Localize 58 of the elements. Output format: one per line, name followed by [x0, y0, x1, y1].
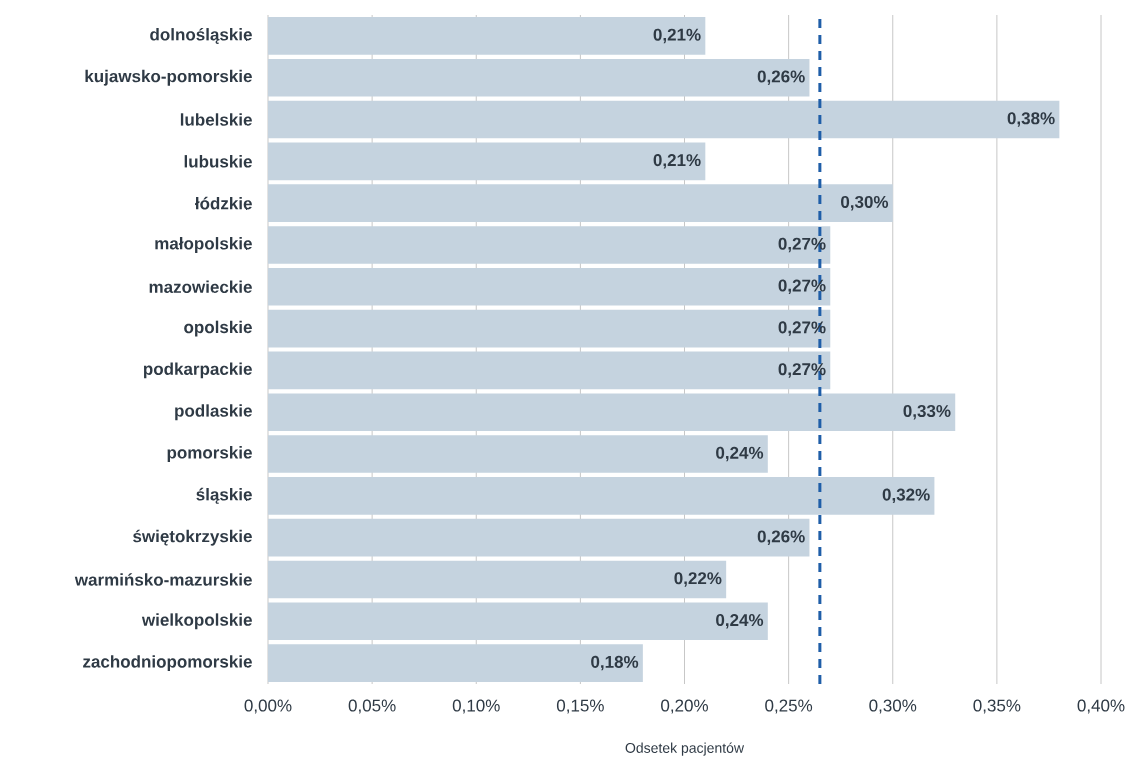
- x-tick-label: 0,20%: [661, 699, 708, 714]
- bar: [268, 184, 893, 222]
- y-tick-label: wielkopolskie: [141, 613, 252, 630]
- y-tick-label: podlaskie: [175, 404, 252, 421]
- bar: [268, 226, 831, 264]
- bar: [268, 518, 810, 557]
- y-tick-label: podkarpackie: [143, 362, 252, 379]
- y-tick-label: pomorskie: [167, 446, 252, 462]
- data-label: 0,21%: [653, 28, 701, 44]
- x-tick-label: 0,35%: [973, 699, 1021, 714]
- data-label: 0,21%: [653, 154, 701, 169]
- data-label: 0,27%: [778, 363, 826, 378]
- y-tick-label: zachodniopomorskie: [83, 655, 252, 672]
- x-tick-label: 0,15%: [556, 699, 604, 714]
- x-tick-label: 0,10%: [452, 699, 500, 714]
- data-label: 0,24%: [716, 614, 764, 629]
- y-tick-label: lubuskie: [184, 155, 252, 168]
- bar: [268, 100, 1060, 139]
- data-label: 0,30%: [841, 195, 889, 211]
- bar: [268, 309, 831, 348]
- bar: [268, 602, 768, 641]
- data-label: 0,38%: [1007, 112, 1055, 127]
- data-label: 0,22%: [674, 572, 722, 587]
- x-tick-label: 0,30%: [869, 699, 917, 714]
- x-tick-label: 0,40%: [1077, 699, 1125, 714]
- y-tick-label: mazowieckie: [149, 280, 252, 294]
- bar: [268, 393, 956, 432]
- bar: [268, 58, 810, 97]
- x-tick-label: 0,05%: [348, 699, 396, 714]
- data-label: 0,18%: [591, 655, 639, 671]
- y-tick-label: warmińsko-mazurskie: [74, 573, 252, 586]
- bar: [268, 560, 727, 599]
- y-tick-label: łódzkie: [195, 196, 252, 210]
- data-label: 0,27%: [778, 237, 826, 253]
- y-tick-label: lubelskie: [180, 113, 252, 126]
- data-label: 0,32%: [882, 488, 930, 504]
- y-tick-label: świętokrzyskie: [133, 529, 252, 546]
- x-tick-label: 0,25%: [765, 699, 813, 714]
- data-label: 0,26%: [757, 530, 805, 545]
- bar: [268, 351, 831, 390]
- y-tick-label: dolnośląskie: [150, 27, 252, 44]
- y-tick-label: kujawsko-pomorskie: [85, 69, 252, 86]
- bar: [268, 17, 706, 55]
- data-label: 0,24%: [716, 446, 764, 462]
- y-tick-label: śląskie: [196, 487, 252, 504]
- y-tick-label: małopolskie: [155, 237, 252, 253]
- x-axis-title: Odsetek pacjentów: [625, 742, 745, 756]
- y-tick-label: opolskie: [184, 320, 252, 337]
- x-tick-label: 0,00%: [244, 699, 292, 714]
- bar: [268, 435, 768, 473]
- data-label: 0,27%: [778, 321, 826, 336]
- bar: [268, 142, 706, 181]
- bar: [268, 644, 643, 682]
- data-label: 0,26%: [757, 70, 805, 85]
- bar: [268, 267, 831, 306]
- data-label: 0,33%: [903, 404, 951, 420]
- data-label: 0,27%: [778, 279, 826, 295]
- bar: [268, 477, 935, 515]
